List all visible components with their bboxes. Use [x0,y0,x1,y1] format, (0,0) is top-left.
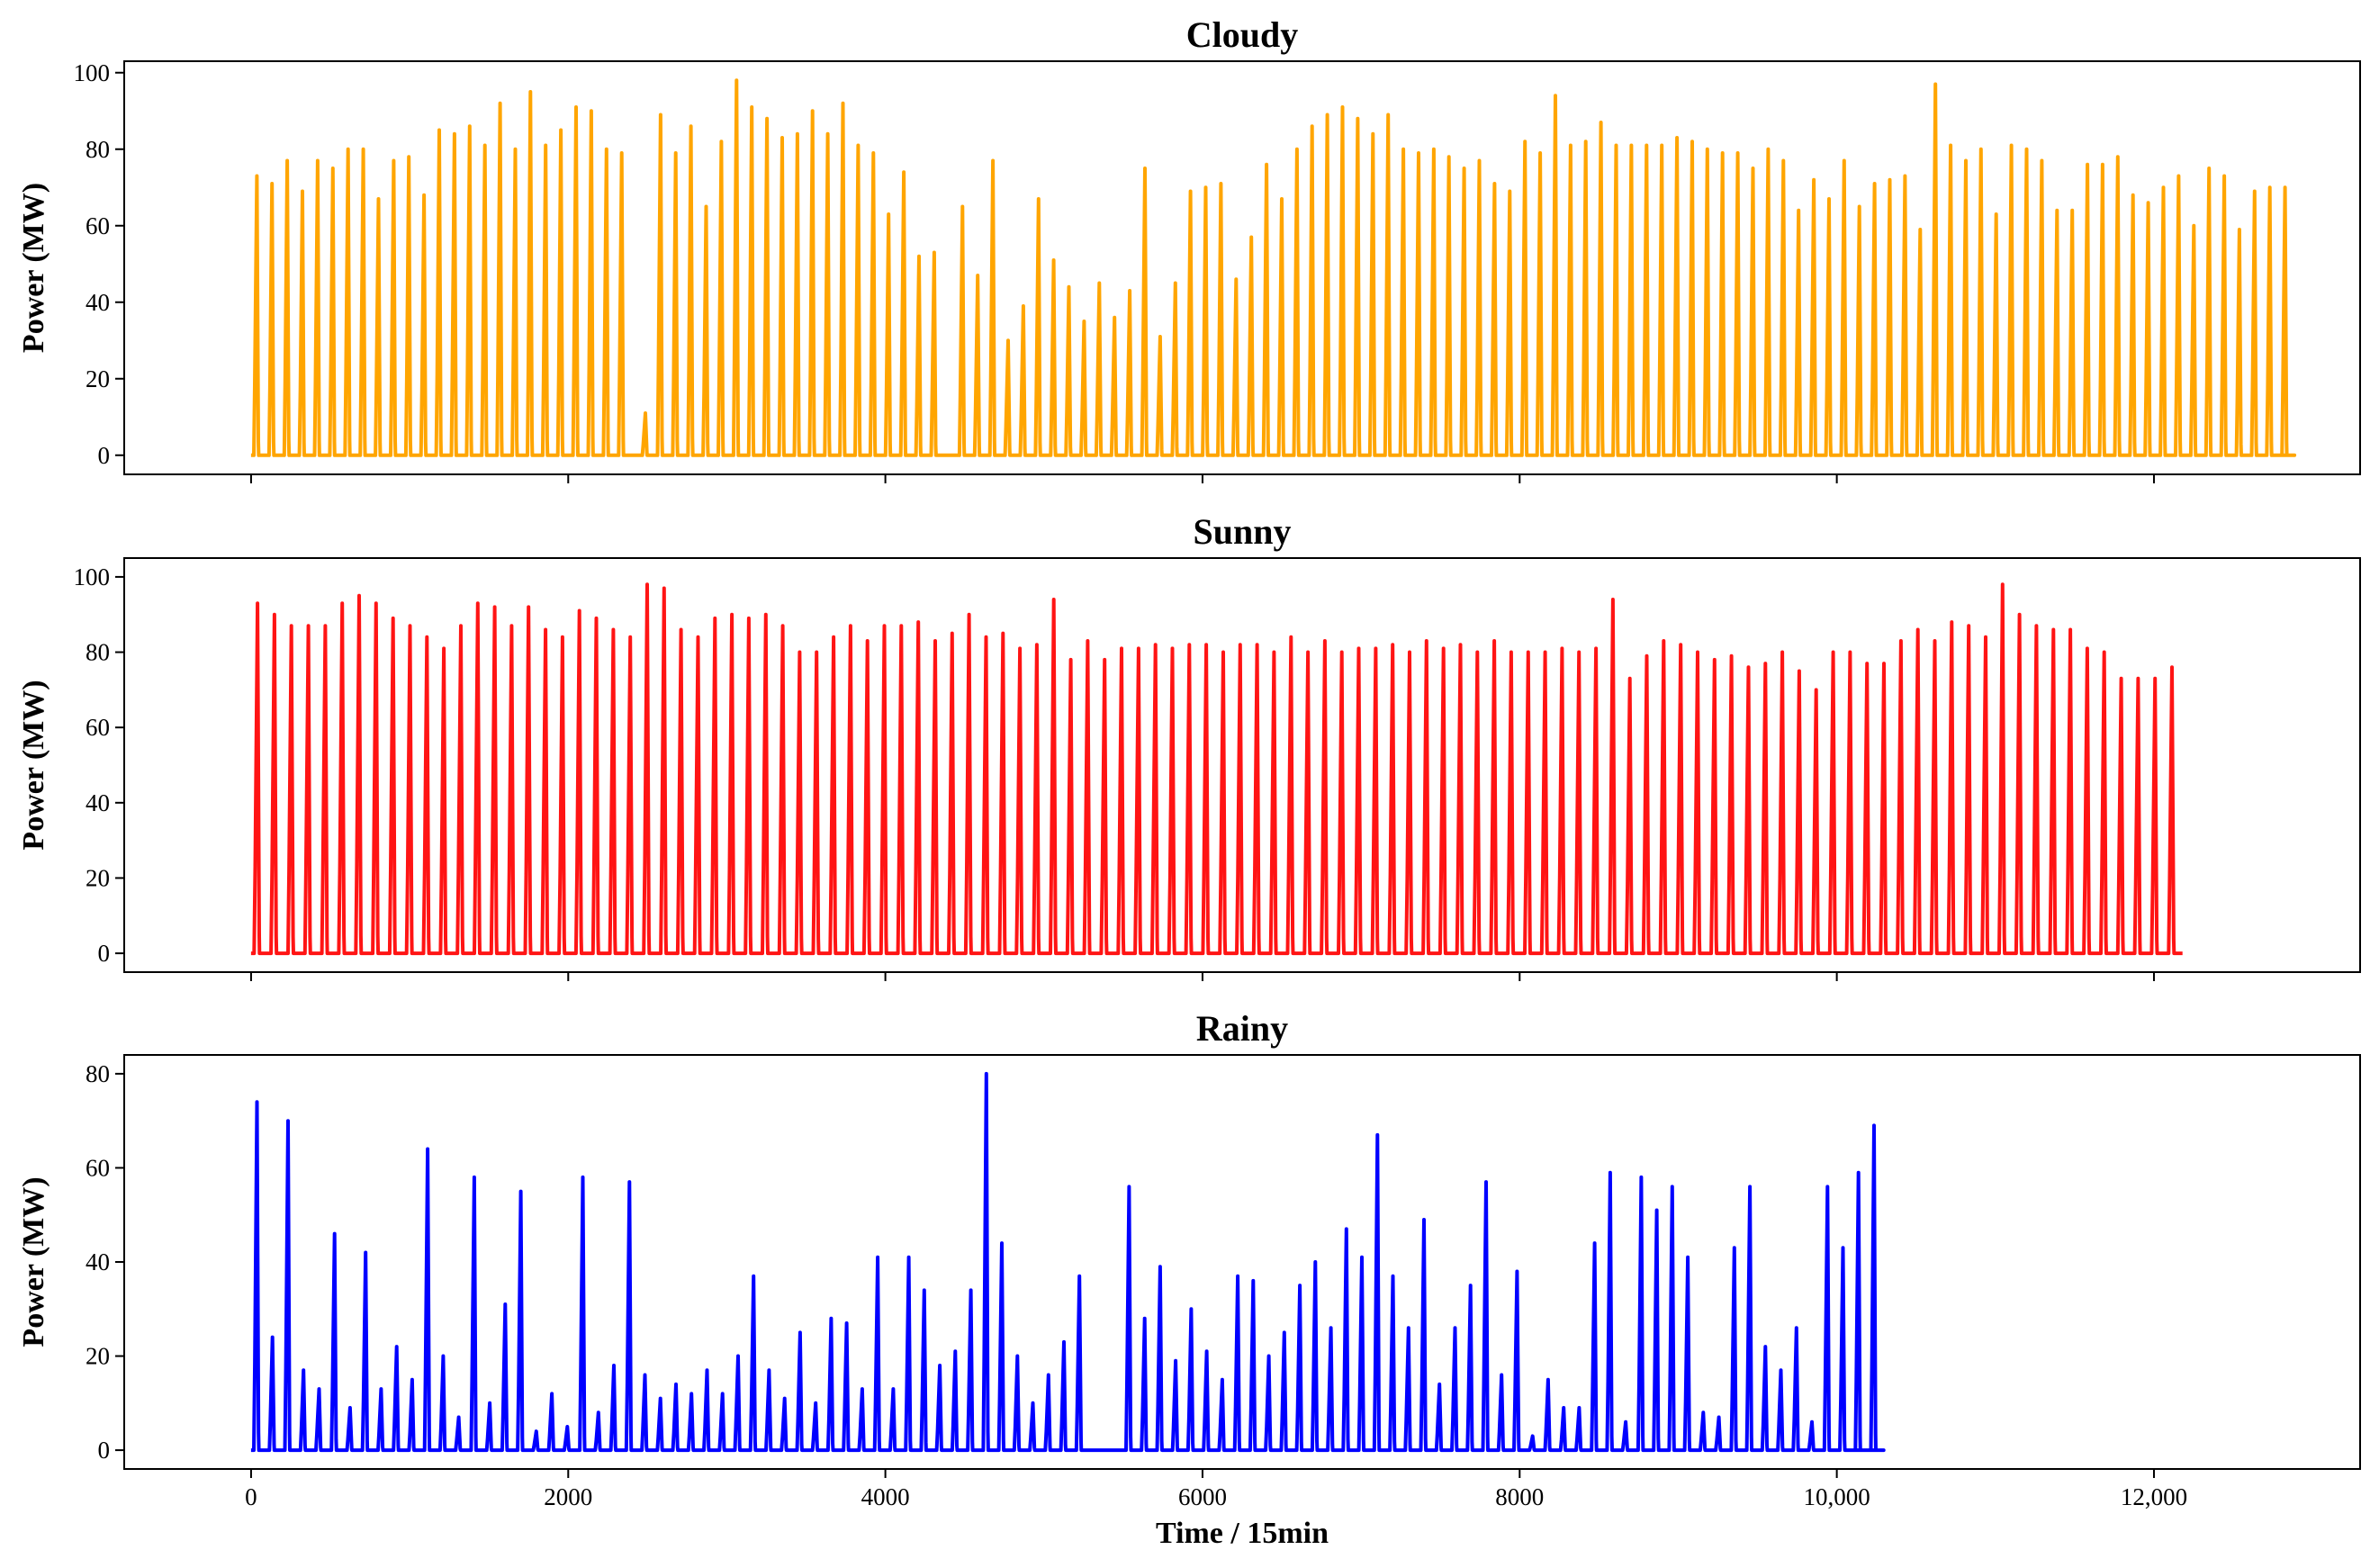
y-tick-label: 0 [98,940,111,967]
y-tick-label: 80 [86,1060,110,1087]
x-tick-label: 4000 [861,1483,910,1510]
y-tick-label: 0 [98,1437,111,1464]
series-line-rainy [250,1071,1886,1453]
x-tick-label: 6000 [1178,1483,1227,1510]
y-tick-label: 40 [86,1248,110,1275]
y-tick-label: 100 [74,563,111,590]
y-tick-label: 60 [86,212,110,239]
y-tick-label: 20 [86,864,110,891]
y-tick-label: 20 [86,365,110,392]
y-axis-label: Power (MW) [17,183,50,353]
x-tick-label: 12,000 [2121,1483,2187,1510]
series-line-cloudy [250,78,2297,457]
chart-title: Sunny [1194,511,1292,552]
chart-panel-sunny: Sunny Power (MW) 0 20 40 60 80 100 [17,511,2361,981]
y-tick-label: 60 [86,1154,110,1181]
axes-frame [123,1054,2361,1470]
y-tick-label: 100 [74,59,111,86]
y-tick-label: 40 [86,289,110,316]
y-tick-label: 80 [86,136,110,163]
x-tick-label: 0 [245,1483,257,1510]
y-tick-label: 0 [98,442,111,469]
y-axis-label: Power (MW) [17,680,50,850]
axes-frame [123,557,2361,973]
axes-frame [123,60,2361,475]
chart-title: Rainy [1196,1008,1288,1049]
chart-panel-rainy: Rainy Power (MW) 0 20 40 60 80 0 2000 4000 6000 800… [17,1008,2361,1550]
x-axis-label: Time / 15min [1156,1517,1329,1550]
y-axis-label: Power (MW) [17,1176,50,1347]
chart-title: Cloudy [1186,14,1299,55]
y-tick-label: 60 [86,714,110,741]
chart-panel-cloudy: Cloudy Power (MW) 0 20 40 60 80 100 [17,14,2361,483]
x-tick-label: 8000 [1495,1483,1544,1510]
y-tick-label: 80 [86,639,110,666]
x-tick-label: 10,000 [1804,1483,1870,1510]
series-line-sunny [250,582,2183,956]
y-tick-label: 40 [86,789,110,816]
x-tick-label: 2000 [544,1483,592,1510]
y-tick-label: 20 [86,1343,110,1370]
